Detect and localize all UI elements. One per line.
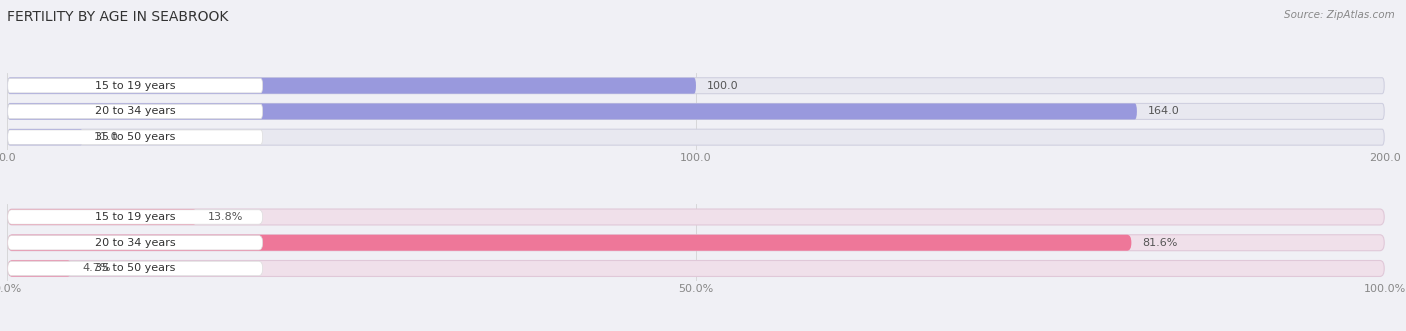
Text: 35 to 50 years: 35 to 50 years xyxy=(96,132,176,142)
Text: 100.0: 100.0 xyxy=(707,81,738,91)
FancyBboxPatch shape xyxy=(7,210,263,224)
FancyBboxPatch shape xyxy=(7,261,263,276)
FancyBboxPatch shape xyxy=(7,260,1385,276)
FancyBboxPatch shape xyxy=(7,129,83,145)
FancyBboxPatch shape xyxy=(7,104,1137,119)
FancyBboxPatch shape xyxy=(7,104,1385,119)
Text: 15 to 19 years: 15 to 19 years xyxy=(96,212,176,222)
FancyBboxPatch shape xyxy=(7,236,263,250)
FancyBboxPatch shape xyxy=(7,78,263,93)
FancyBboxPatch shape xyxy=(7,235,1385,251)
FancyBboxPatch shape xyxy=(7,235,1132,251)
FancyBboxPatch shape xyxy=(7,209,197,225)
Text: 11.0: 11.0 xyxy=(94,132,118,142)
Text: 15 to 19 years: 15 to 19 years xyxy=(96,81,176,91)
FancyBboxPatch shape xyxy=(7,78,1385,94)
Text: Source: ZipAtlas.com: Source: ZipAtlas.com xyxy=(1284,10,1395,20)
FancyBboxPatch shape xyxy=(7,260,72,276)
FancyBboxPatch shape xyxy=(7,129,1385,145)
Text: 20 to 34 years: 20 to 34 years xyxy=(94,107,176,117)
FancyBboxPatch shape xyxy=(7,78,696,94)
Text: 13.8%: 13.8% xyxy=(208,212,243,222)
Text: 164.0: 164.0 xyxy=(1147,107,1180,117)
Text: 81.6%: 81.6% xyxy=(1143,238,1178,248)
Text: FERTILITY BY AGE IN SEABROOK: FERTILITY BY AGE IN SEABROOK xyxy=(7,10,228,24)
FancyBboxPatch shape xyxy=(7,130,263,144)
Text: 4.7%: 4.7% xyxy=(83,263,111,273)
Text: 20 to 34 years: 20 to 34 years xyxy=(94,238,176,248)
FancyBboxPatch shape xyxy=(7,209,1385,225)
FancyBboxPatch shape xyxy=(7,104,263,118)
Text: 35 to 50 years: 35 to 50 years xyxy=(96,263,176,273)
